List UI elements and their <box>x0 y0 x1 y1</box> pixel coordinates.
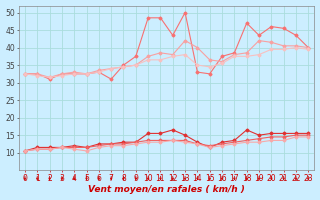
X-axis label: Vent moyen/en rafales ( km/h ): Vent moyen/en rafales ( km/h ) <box>88 185 245 194</box>
